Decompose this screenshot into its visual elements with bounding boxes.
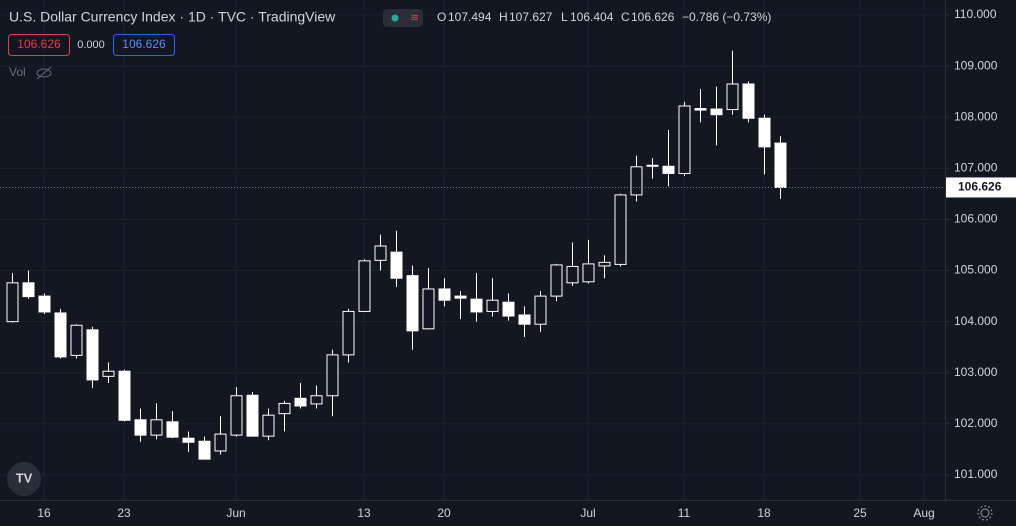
candle-body	[694, 108, 707, 111]
candle-body	[214, 433, 227, 452]
candle-body	[182, 437, 195, 443]
last-price-label: 106.626	[958, 180, 1002, 194]
candle-body	[758, 117, 771, 148]
bid-value: 106.626	[17, 37, 61, 51]
candle-body	[358, 260, 371, 312]
candle-body	[502, 301, 515, 317]
tv-logo-text: TV	[16, 470, 33, 485]
ohlc: O 107.494 H 107.627 L 106.404 C 106.626 …	[437, 10, 771, 24]
candle-body	[102, 370, 115, 377]
candle-body	[406, 275, 419, 332]
candle-body	[6, 282, 19, 323]
tv-logo[interactable]: TV	[7, 462, 41, 496]
candle-body	[230, 395, 243, 436]
candle-body	[470, 298, 483, 313]
candle-body	[710, 108, 723, 116]
volume-label[interactable]: Vol	[9, 65, 26, 79]
x-tick-label: 23	[117, 506, 131, 520]
candle-body	[118, 370, 131, 421]
ohlc-h: 107.627	[509, 10, 553, 24]
y-tick-label: 108.000	[954, 109, 998, 123]
candle-body	[550, 264, 563, 297]
candle-body	[86, 329, 99, 381]
candle-body	[134, 419, 147, 436]
candle-body	[630, 166, 643, 196]
x-tick-label: Jul	[580, 506, 595, 520]
ohlc-l-label: L	[561, 10, 568, 24]
candle-body	[166, 421, 179, 438]
y-tick-label: 101.000	[954, 467, 998, 481]
candle-body	[390, 251, 403, 279]
y-tick-label: 107.000	[954, 161, 998, 175]
candle-body	[422, 288, 435, 330]
x-tick-label: 20	[437, 506, 451, 520]
candle-body	[662, 165, 675, 174]
ohlc-o-label: O	[437, 10, 446, 24]
candle-body	[486, 299, 499, 312]
candle-body	[262, 414, 275, 437]
ohlc-h-label: H	[499, 10, 508, 24]
status-icon: ≋	[410, 12, 419, 24]
candle-body	[326, 354, 339, 397]
candle-body	[38, 295, 51, 313]
candle-body	[614, 194, 627, 265]
candle-body	[310, 395, 323, 405]
candle-body	[246, 394, 259, 437]
candle-body	[438, 288, 451, 301]
ohlc-c: 106.626	[631, 10, 675, 24]
candle-body	[22, 282, 35, 298]
y-tick-label: 110.000	[954, 7, 997, 21]
hide-icon[interactable]	[36, 66, 52, 80]
ohlc-c-label: C	[621, 10, 630, 24]
y-tick-label: 105.000	[954, 263, 998, 277]
ohlc-change: −0.786 (−0.73%)	[682, 10, 771, 24]
candle-body	[582, 263, 595, 283]
candle-body	[54, 312, 67, 358]
y-tick-label: 103.000	[954, 365, 998, 379]
ask-badge[interactable]	[113, 34, 175, 56]
y-tick-label: 102.000	[954, 416, 998, 430]
ohlc-o: 107.494	[448, 10, 492, 24]
candle-body	[278, 402, 291, 415]
status-toggle[interactable]	[383, 9, 423, 27]
candle-body	[518, 314, 531, 325]
x-tick-label: Aug	[913, 506, 934, 520]
bid-badge[interactable]	[8, 34, 70, 56]
candle-body	[374, 245, 387, 261]
x-tick-label: 25	[853, 506, 867, 520]
candle-body	[646, 164, 659, 167]
x-tick-label: 13	[357, 506, 371, 520]
settings-icon[interactable]	[977, 505, 993, 521]
x-tick-label: 16	[37, 506, 51, 520]
y-tick-label: 104.000	[954, 314, 998, 328]
chart-title[interactable]: U.S. Dollar Currency Index · 1D · TVC · …	[9, 9, 336, 25]
candle-body	[534, 295, 547, 325]
candle-body	[342, 310, 355, 356]
candle-body	[774, 142, 787, 188]
plot	[0, 50, 945, 460]
last-price-tag	[946, 177, 1016, 198]
spread-value: 0.000	[77, 39, 105, 51]
candle-body	[678, 105, 691, 174]
y-tick-label: 106.000	[954, 212, 998, 226]
candle-body	[742, 83, 755, 119]
ohlc-l: 106.404	[570, 10, 614, 24]
x-tick-label: 18	[757, 506, 771, 520]
candle-body	[566, 265, 579, 284]
candle-body	[726, 83, 739, 111]
x-tick-label: Jun	[226, 506, 245, 520]
candle-body	[294, 397, 307, 407]
x-tick-label: 11	[678, 506, 691, 520]
candle-body	[198, 440, 211, 460]
candle-body	[70, 324, 83, 356]
candle-body	[598, 261, 611, 267]
candle-body	[150, 419, 163, 436]
candle-body	[454, 295, 467, 299]
status-dot	[391, 14, 399, 22]
ask-value: 106.626	[122, 37, 166, 51]
y-tick-label: 109.000	[954, 58, 998, 72]
